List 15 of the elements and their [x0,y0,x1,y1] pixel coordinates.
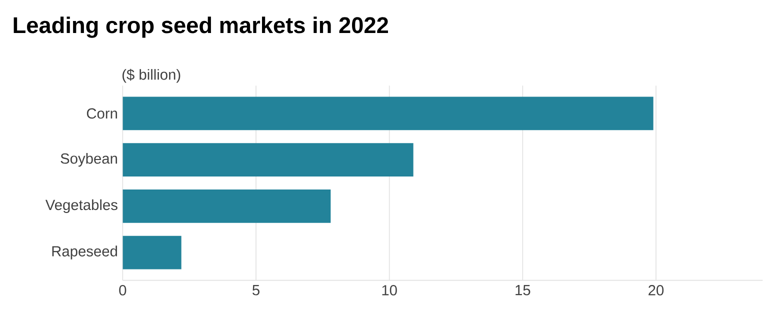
x-tick-label: 20 [648,285,664,296]
y-tick-label: Soybean [60,152,117,167]
x-tick-label: 10 [382,285,397,296]
bar [122,143,414,176]
chart-subtitle: ($ billion) [122,68,180,83]
bar [122,236,182,270]
bar [122,96,654,130]
chart-title: Leading crop seed markets in 2022 [14,16,388,38]
x-tick-label: 15 [516,285,530,296]
y-tick-label: Vegetables [45,199,118,213]
bar [122,189,331,223]
y-tick-label: Rapeseed [52,246,118,260]
y-tick-label: Corn [86,108,117,119]
x-tick-label: 5 [252,285,260,296]
x-tick-label: 0 [119,285,126,296]
